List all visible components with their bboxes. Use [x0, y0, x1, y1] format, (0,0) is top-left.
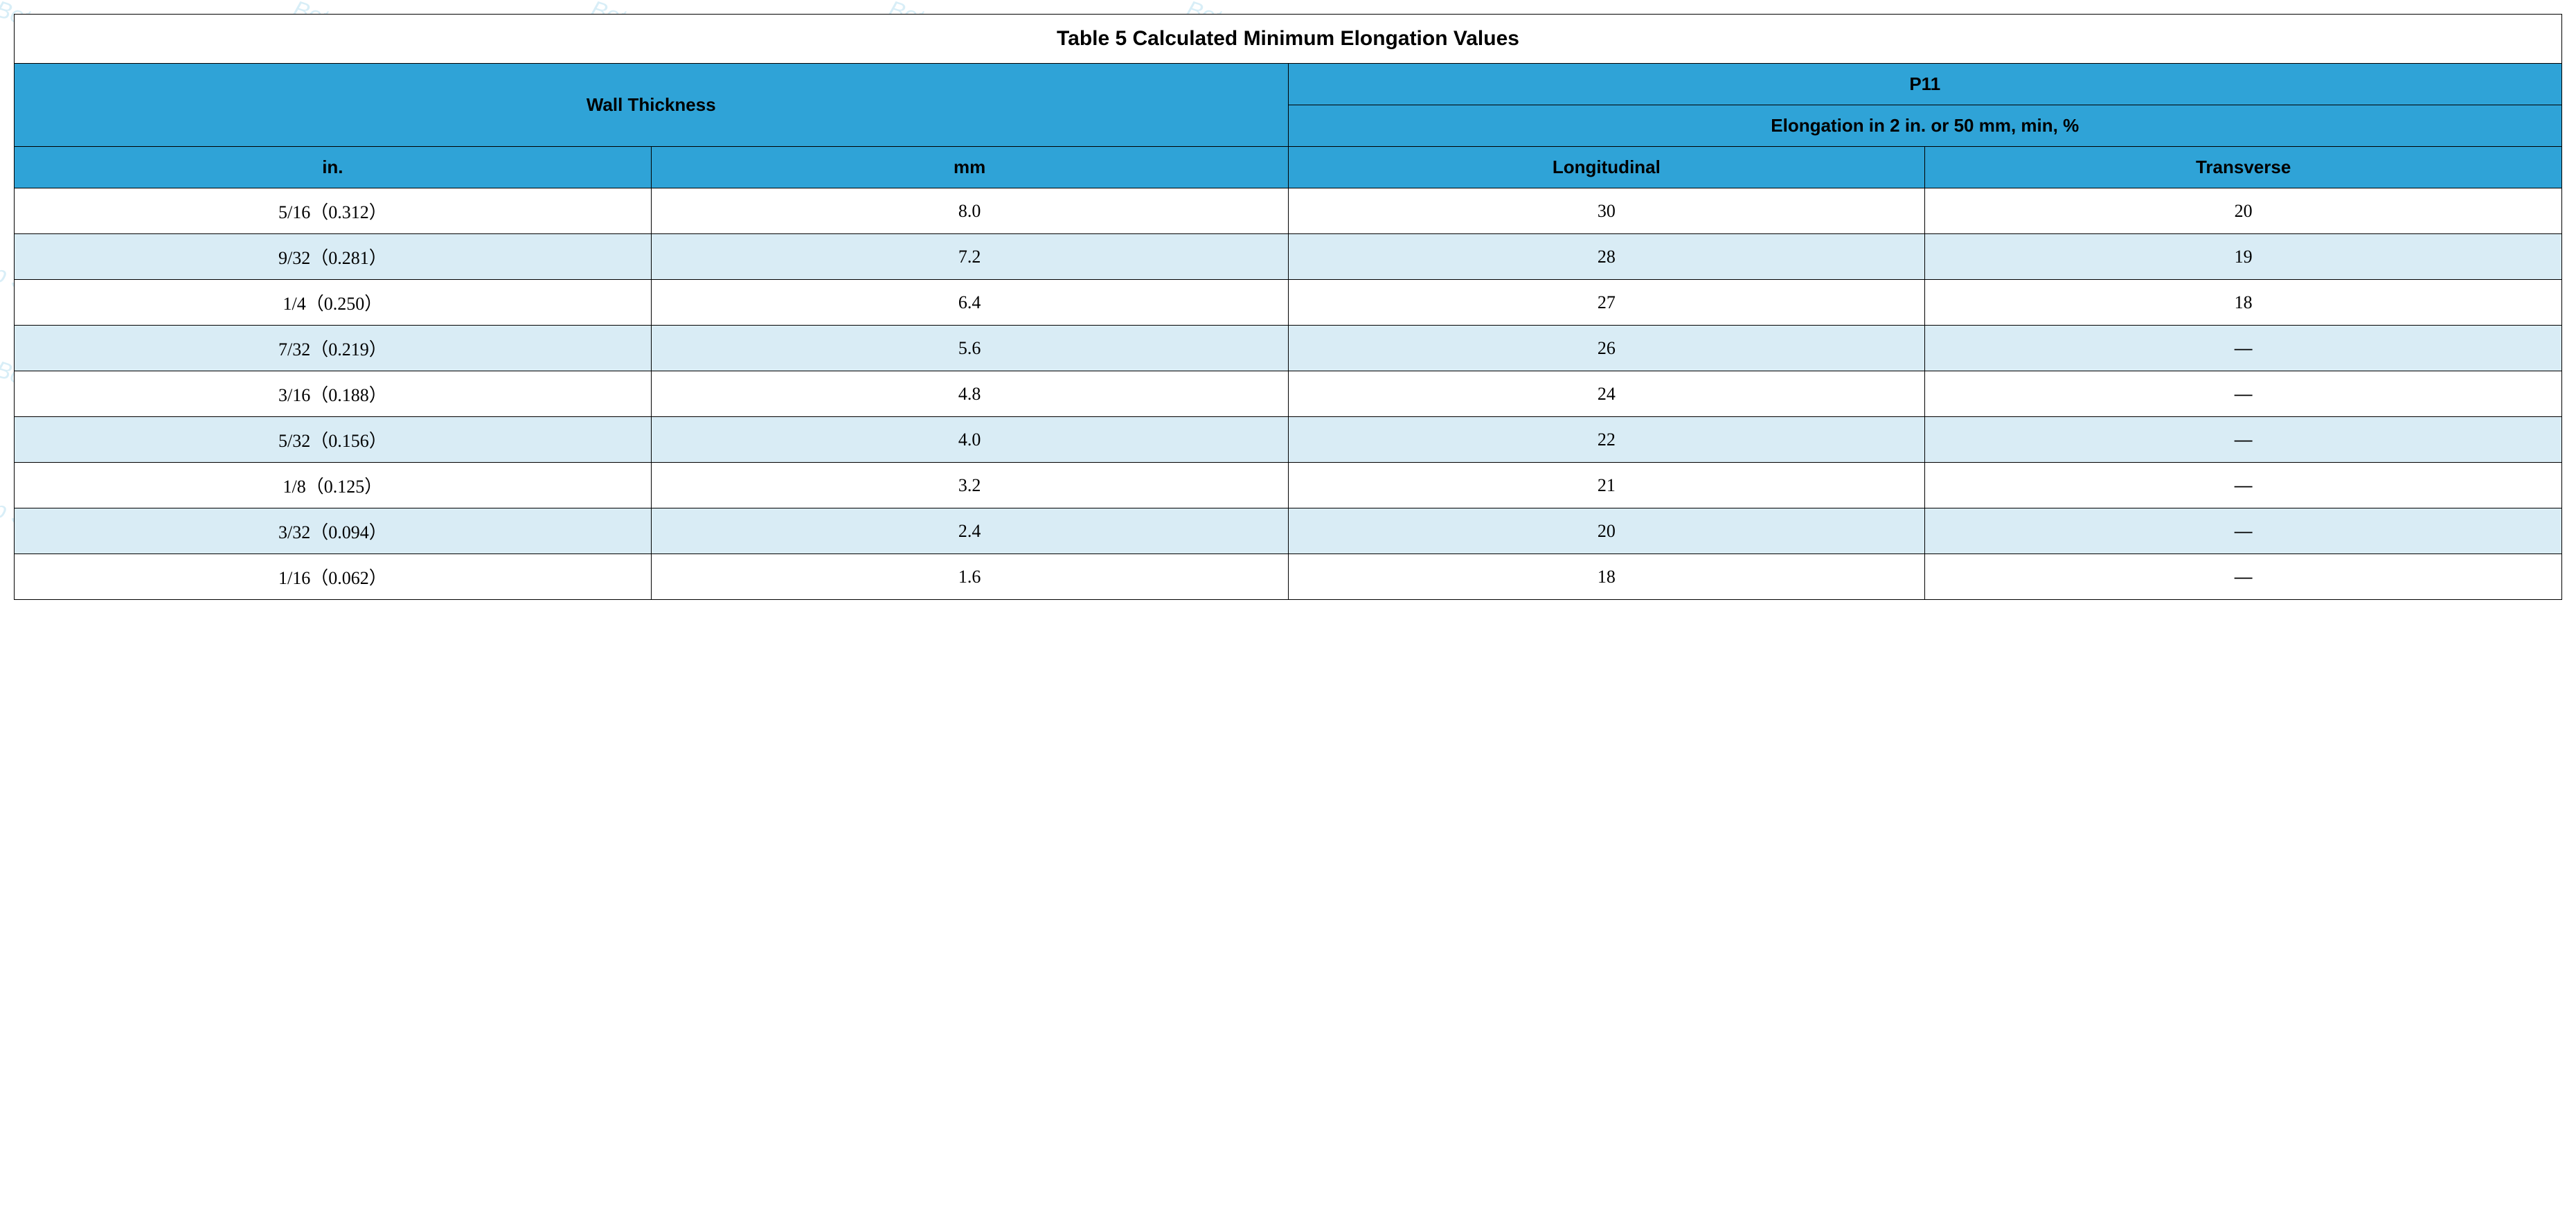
table-row: 1/8（0.125） 3.2 21 —: [15, 463, 2562, 508]
cell-mm: 5.6: [651, 326, 1288, 371]
cell-trans: 19: [1925, 234, 2562, 280]
table-row: 9/32（0.281） 7.2 28 19: [15, 234, 2562, 280]
cell-mm: 4.8: [651, 371, 1288, 417]
cell-mm: 7.2: [651, 234, 1288, 280]
cell-in: 5/32（0.156）: [15, 417, 652, 463]
cell-in: 1/4（0.250）: [15, 280, 652, 326]
cell-mm: 3.2: [651, 463, 1288, 508]
cell-long: 30: [1288, 188, 1925, 234]
cell-trans: —: [1925, 326, 2562, 371]
cell-trans: 18: [1925, 280, 2562, 326]
cell-mm: 2.4: [651, 508, 1288, 554]
elongation-table: Table 5 Calculated Minimum Elongation Va…: [14, 14, 2562, 600]
table-title: Table 5 Calculated Minimum Elongation Va…: [15, 15, 2562, 64]
table-row: 1/16（0.062） 1.6 18 —: [15, 554, 2562, 600]
cell-long: 27: [1288, 280, 1925, 326]
cell-in: 1/8（0.125）: [15, 463, 652, 508]
col-longitudinal: Longitudinal: [1288, 147, 1925, 188]
table-row: 5/32（0.156） 4.0 22 —: [15, 417, 2562, 463]
cell-in: 1/16（0.062）: [15, 554, 652, 600]
cell-long: 26: [1288, 326, 1925, 371]
cell-mm: 6.4: [651, 280, 1288, 326]
cell-mm: 8.0: [651, 188, 1288, 234]
cell-trans: 20: [1925, 188, 2562, 234]
col-group-elongation: Elongation in 2 in. or 50 mm, min, %: [1288, 105, 2562, 147]
cell-in: 9/32（0.281）: [15, 234, 652, 280]
cell-mm: 1.6: [651, 554, 1288, 600]
cell-long: 20: [1288, 508, 1925, 554]
table-row: 3/16（0.188） 4.8 24 —: [15, 371, 2562, 417]
cell-trans: —: [1925, 508, 2562, 554]
cell-long: 22: [1288, 417, 1925, 463]
cell-long: 21: [1288, 463, 1925, 508]
col-mm: mm: [651, 147, 1288, 188]
col-group-wall-thickness: Wall Thickness: [15, 64, 1289, 147]
table-row: 5/16（0.312） 8.0 30 20: [15, 188, 2562, 234]
cell-trans: —: [1925, 371, 2562, 417]
cell-in: 7/32（0.219）: [15, 326, 652, 371]
cell-trans: —: [1925, 554, 2562, 600]
cell-mm: 4.0: [651, 417, 1288, 463]
cell-in: 5/16（0.312）: [15, 188, 652, 234]
cell-in: 3/32（0.094）: [15, 508, 652, 554]
cell-in: 3/16（0.188）: [15, 371, 652, 417]
cell-long: 18: [1288, 554, 1925, 600]
cell-trans: —: [1925, 463, 2562, 508]
cell-long: 28: [1288, 234, 1925, 280]
cell-trans: —: [1925, 417, 2562, 463]
table-row: 3/32（0.094） 2.4 20 —: [15, 508, 2562, 554]
table-body: 5/16（0.312） 8.0 30 20 9/32（0.281） 7.2 28…: [15, 188, 2562, 600]
col-group-p11: P11: [1288, 64, 2562, 105]
col-in: in.: [15, 147, 652, 188]
table-row: 7/32（0.219） 5.6 26 —: [15, 326, 2562, 371]
cell-long: 24: [1288, 371, 1925, 417]
col-transverse: Transverse: [1925, 147, 2562, 188]
table-row: 1/4（0.250） 6.4 27 18: [15, 280, 2562, 326]
